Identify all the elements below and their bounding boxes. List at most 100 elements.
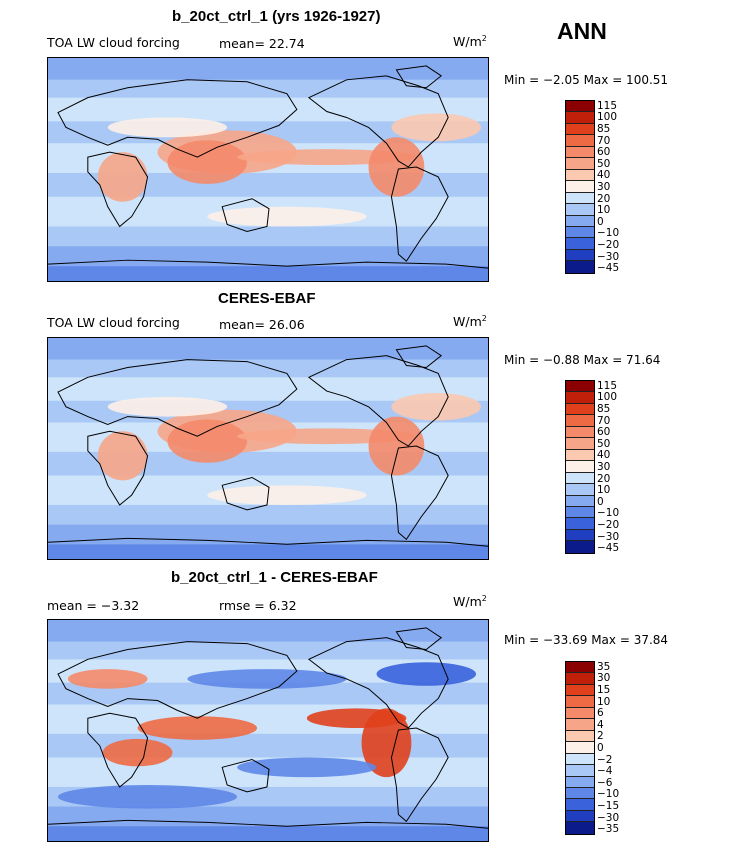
coastline — [307, 355, 449, 447]
colorbar-swatch — [566, 765, 594, 777]
field-band — [48, 58, 488, 80]
colorbar-tick-label: 6 — [597, 707, 604, 720]
field-patch — [391, 113, 482, 142]
colorbar-swatch — [566, 518, 594, 530]
coastline — [390, 727, 449, 823]
colorbar-tick-label: −2 — [597, 753, 613, 766]
coastline — [221, 476, 270, 511]
field-patch — [167, 419, 248, 463]
panel-1-variable: TOA LW cloud forcing — [47, 35, 180, 50]
coastline — [57, 79, 298, 158]
colorbar-swatch — [566, 822, 594, 834]
colorbar-swatch — [566, 249, 594, 262]
colorbar-tick-label: 85 — [597, 403, 611, 415]
field-band — [48, 226, 488, 247]
colorbar-swatch — [566, 810, 594, 823]
field-patch — [57, 785, 238, 809]
field-patch — [368, 137, 425, 197]
colorbar-tick-label: 0 — [597, 495, 604, 508]
colorbar-swatch — [566, 799, 594, 811]
colorbar-tick-label: 20 — [597, 472, 611, 485]
field-band — [48, 544, 488, 559]
panel-2-map — [47, 337, 489, 560]
colorbar-swatch — [566, 238, 594, 250]
colorbar-tick-label: 50 — [597, 437, 611, 450]
coastline — [390, 445, 449, 541]
field-patch — [207, 485, 367, 505]
coastline — [57, 359, 298, 437]
colorbar-swatch — [566, 707, 594, 720]
colorbar-tick-label: 0 — [597, 742, 604, 754]
colorbar-tick-label: 70 — [597, 134, 611, 147]
coastline — [395, 65, 443, 89]
colorbar-swatch — [566, 415, 594, 427]
field-band — [48, 377, 488, 401]
field-patch — [207, 206, 367, 227]
colorbar-swatch — [566, 135, 594, 147]
coastline — [87, 151, 149, 228]
panel-1-colorbar — [565, 100, 595, 274]
coastline — [87, 712, 149, 788]
coastline — [57, 641, 298, 719]
field-band — [48, 359, 488, 378]
colorbar-tick-label: 115 — [597, 379, 618, 392]
colorbar-tick-label: 115 — [597, 99, 618, 112]
panel-3-rmse: rmse = 6.32 — [219, 598, 297, 613]
colorbar-tick-label: 50 — [597, 157, 611, 170]
panel-2-minmax: Min = −0.88 Max = 71.64 — [504, 353, 661, 367]
field-patch — [102, 738, 173, 767]
colorbar-swatch — [566, 403, 594, 416]
colorbar-tick-label: 20 — [597, 192, 611, 205]
colorbar-tick-label: 35 — [597, 660, 611, 673]
panel-1-title: b_20ct_ctrl_1 (yrs 1926-1927) — [172, 8, 381, 25]
colorbar-swatch — [566, 438, 594, 450]
map-canvas — [48, 58, 488, 281]
map-canvas — [48, 338, 488, 559]
colorbar-tick-label: −35 — [597, 823, 620, 836]
colorbar-tick-label: 60 — [597, 426, 611, 439]
colorbar-swatch — [566, 461, 594, 473]
colorbar-tick-label: 70 — [597, 414, 611, 427]
colorbar-tick-label: 85 — [597, 123, 611, 135]
colorbar-tick-label: −30 — [597, 811, 620, 824]
colorbar-tick-label: −10 — [597, 507, 620, 520]
panel-3-mean: mean = −3.32 — [47, 598, 140, 613]
colorbar-tick-label: −45 — [597, 262, 620, 275]
field-band — [48, 641, 488, 660]
field-patch — [368, 416, 425, 476]
panel-2-title: CERES-EBAF — [218, 290, 316, 307]
colorbar-swatch — [566, 146, 594, 159]
colorbar-tick-label: −4 — [597, 765, 613, 778]
colorbar-swatch — [566, 204, 594, 216]
coastline — [221, 758, 270, 793]
colorbar-swatch — [566, 169, 594, 182]
colorbar-swatch — [566, 541, 594, 553]
field-band — [48, 682, 488, 705]
coastline — [307, 75, 449, 168]
season-label: ANN — [557, 18, 607, 44]
colorbar-tick-label: −20 — [597, 519, 620, 531]
field-patch — [107, 117, 228, 138]
field-patch — [237, 757, 377, 778]
colorbar-swatch — [566, 742, 594, 754]
colorbar-swatch — [566, 753, 594, 766]
panel-3-colorbar — [565, 661, 595, 835]
colorbar-tick-label: 10 — [597, 695, 611, 708]
colorbar-swatch — [566, 787, 594, 800]
coastline — [390, 166, 449, 262]
colorbar-swatch — [566, 662, 594, 674]
map-canvas — [48, 620, 488, 841]
panel-2-variable: TOA LW cloud forcing — [47, 315, 180, 330]
field-patch — [376, 662, 477, 686]
field-patch — [361, 708, 412, 778]
colorbar-tick-label: 40 — [597, 449, 611, 462]
panel-1-minmax: Min = −2.05 Max = 100.51 — [504, 73, 669, 87]
panel-2-units: W/m2 — [453, 314, 487, 330]
panel-2-mean: mean= 26.06 — [219, 317, 305, 332]
panel-3-map — [47, 619, 489, 842]
colorbar-tick-label: −20 — [597, 239, 620, 251]
panel-1-mean: mean= 22.74 — [219, 36, 305, 51]
colorbar-tick-label: −6 — [597, 776, 613, 789]
colorbar-tick-label: 15 — [597, 684, 611, 696]
colorbar-swatch — [566, 123, 594, 136]
